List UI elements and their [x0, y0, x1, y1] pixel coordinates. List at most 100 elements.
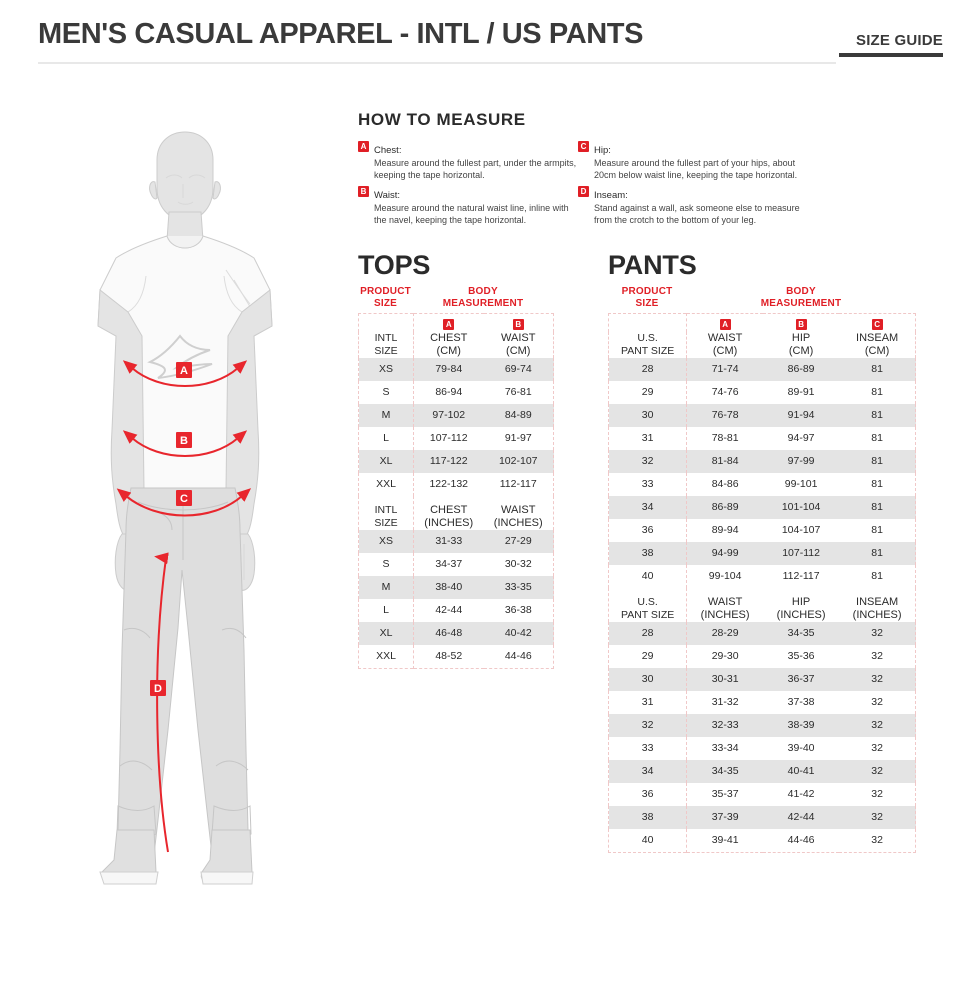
measurement-cell: 38-39 — [762, 714, 840, 737]
face-details — [165, 174, 206, 205]
measurement-cell: 33-34 — [711, 742, 739, 754]
size-cell: 31 — [608, 427, 688, 450]
size-cell: 30 — [608, 404, 688, 427]
mannequin-body — [149, 131, 221, 241]
measurement-cell: 97-99 — [762, 450, 840, 473]
column-header-cell: INSEAM (INCHES) — [839, 588, 915, 622]
measurement-cell: 71-74 — [686, 358, 763, 381]
measurement-cell: 117-122 — [413, 450, 484, 473]
size-cell: M — [358, 576, 414, 599]
tops-table: A B INTL SIZE CHEST (CM) WAIST (CM) XS 79-84 69-74… — [358, 313, 554, 669]
table-row: 33 33-34 39-40 32 — [608, 737, 916, 760]
tag-b-icon: B — [512, 319, 524, 330]
how-to-term: Inseam: — [594, 190, 628, 201]
measurement-cell: 44-46 — [504, 650, 532, 662]
svg-text:A: A — [180, 365, 188, 377]
svg-text:C: C — [180, 493, 188, 505]
column-header-cell: U.S. PANT SIZE — [608, 588, 688, 622]
table-row: M 97-102 84-89 — [358, 404, 554, 427]
size-guide-underline — [839, 53, 943, 57]
how-to-measure-title: HOW TO MEASURE — [358, 110, 526, 129]
svg-text:D: D — [154, 683, 162, 695]
column-header-line: (CM) — [506, 345, 531, 357]
measurement-cell: 40-42 — [483, 622, 554, 645]
column-header-cell: WAIST (CM) — [687, 332, 763, 358]
pants-table-body: A B C U.S. PANT SIZE WAIST (CM) HIP (CM) INSEAM (C… — [608, 313, 916, 853]
tops-title: TOPS — [358, 250, 431, 280]
column-header-line: PANT SIZE — [620, 345, 675, 357]
measurement-cell: 86-89 — [686, 496, 763, 519]
size-cell: XXL — [358, 473, 414, 496]
size-cell: 33 — [608, 473, 688, 496]
table-row: 33 84-86 99-101 81 — [608, 473, 916, 496]
tops-table-body: A B INTL SIZE CHEST (CM) WAIST (CM) XS 79-84 69-74… — [358, 313, 554, 669]
measurement-cell: 89-94 — [711, 524, 739, 536]
measurement-cell: 32-33 — [686, 714, 763, 737]
measurement-cell: 37-39 — [686, 806, 763, 829]
table-row: 28 28-29 34-35 32 — [608, 622, 916, 645]
column-header-line: U.S. — [637, 596, 658, 608]
column-header-row: U.S. PANT SIZE WAIST (CM) HIP (CM) INSEAM (CM) — [608, 332, 916, 358]
measurement-cell: 37-38 — [787, 696, 815, 708]
tag-c-icon: C — [871, 319, 883, 330]
marker-b: B — [176, 432, 192, 448]
page-header: MEN'S CASUAL APPAREL - INTL / US PANTS S… — [0, 0, 979, 72]
measurement-cell: 34-37 — [435, 558, 463, 570]
measurement-cell: 32 — [871, 696, 883, 708]
table-row: XL 46-48 40-42 — [358, 622, 554, 645]
measurement-cell: 69-74 — [483, 358, 554, 381]
column-tag-cell: C — [839, 314, 915, 333]
table-row: 36 89-94 104-107 81 — [608, 519, 916, 542]
table-row: M 38-40 33-35 — [358, 576, 554, 599]
how-to-desc: Measure around the fullest part of your … — [594, 158, 798, 180]
table-row: XXL 122-132 112-117 — [358, 473, 554, 496]
measurement-cell: 81 — [871, 524, 883, 536]
column-header-row: INTL SIZE CHEST (CM) WAIST (CM) — [358, 332, 554, 358]
measurement-cell: 89-91 — [787, 386, 815, 398]
measurement-cell: 99-101 — [784, 478, 818, 490]
column-header-line: (INCHES) — [424, 517, 474, 529]
page-title: MEN'S CASUAL APPAREL - INTL / US PANTS — [38, 18, 644, 50]
column-header-cell: WAIST (INCHES) — [687, 588, 763, 622]
measurement-cell: 27-29 — [483, 530, 554, 553]
tag-a-icon: A — [719, 319, 731, 330]
size-cell: 38 — [608, 806, 688, 829]
measurement-cell: 107-112 — [762, 542, 840, 565]
column-header-cell: INTL SIZE — [358, 496, 414, 530]
how-to-item: C Hip: Measure around the fullest part o… — [578, 140, 808, 181]
measurement-cell: 76-78 — [686, 404, 763, 427]
product-size-group-label: PRODUCT SIZE — [360, 286, 411, 309]
measure-lines — [116, 360, 252, 853]
measurement-cell: 32 — [871, 650, 883, 662]
how-to-measure-section: HOW TO MEASURE A Chest: Measure around t… — [358, 110, 938, 230]
measurement-cell: 48-52 — [435, 650, 463, 662]
size-cell: 32 — [608, 450, 688, 473]
measurement-cell: 32 — [871, 742, 883, 754]
table-row: 34 86-89 101-104 81 — [608, 496, 916, 519]
body-measurement-group-label: BODY MEASUREMENT — [442, 286, 524, 309]
column-header-row: INTL SIZE CHEST (INCHES) WAIST (INCHES) — [358, 496, 554, 530]
tops-group-headers: PRODUCT SIZE BODY MEASUREMENT — [358, 286, 553, 313]
table-row: L 42-44 36-38 — [358, 599, 554, 622]
measurement-cell: 81 — [871, 570, 883, 582]
measurement-cell: 44-46 — [787, 834, 815, 846]
table-row: 30 30-31 36-37 32 — [608, 668, 916, 691]
column-header-line: (CM) — [436, 345, 461, 357]
size-cell: 40 — [608, 829, 688, 853]
measurement-cell: 31-33 — [413, 530, 484, 553]
table-row: 34 34-35 40-41 32 — [608, 760, 916, 783]
table-row: XL 117-122 102-107 — [358, 450, 554, 473]
tag-a-icon: A — [443, 319, 455, 330]
size-cell: XS — [358, 358, 414, 381]
measurement-cell: 104-107 — [781, 524, 821, 536]
measurement-cell: 102-107 — [483, 450, 554, 473]
measurement-cell: 74-76 — [711, 386, 739, 398]
measurement-cell: 107-112 — [429, 432, 468, 444]
measurement-cell: 91-97 — [504, 432, 532, 444]
size-cell: XS — [358, 530, 414, 553]
tag-d-icon: D — [578, 186, 589, 197]
measurement-cell: 84-89 — [483, 404, 554, 427]
column-header-line: INSEAM — [856, 332, 899, 344]
product-size-group-label: PRODUCT SIZE — [621, 286, 673, 309]
